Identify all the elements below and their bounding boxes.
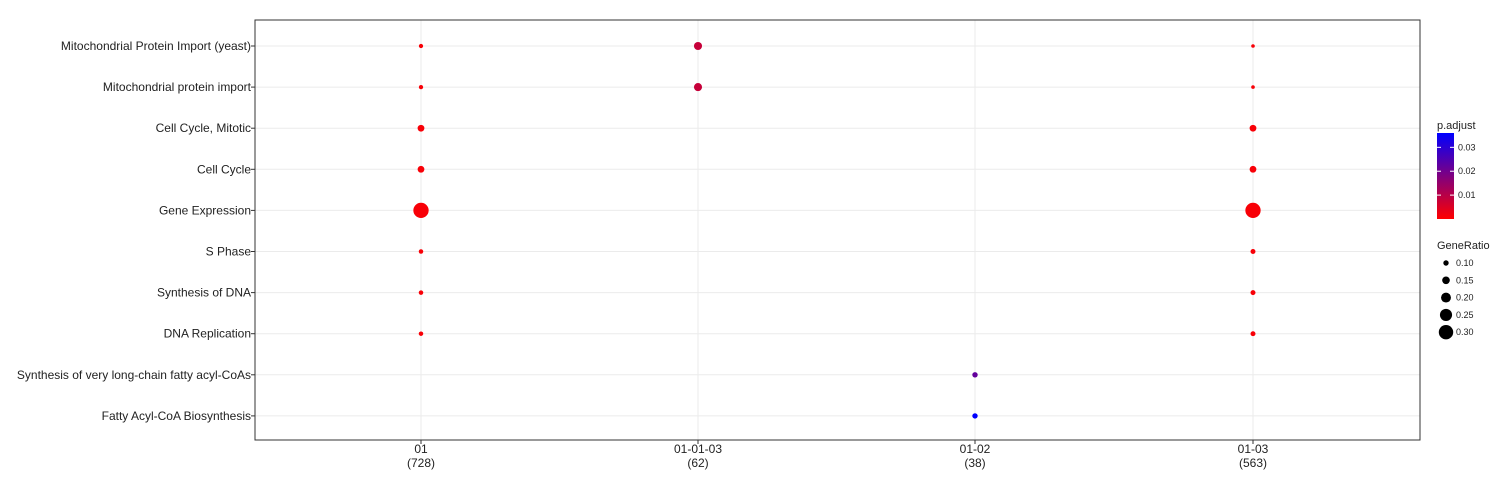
- data-point: [418, 249, 424, 254]
- plot-panel-border: [254, 19, 1421, 441]
- data-point: [418, 290, 424, 295]
- color-legend-bar: [1437, 133, 1454, 219]
- data-points: [413, 41, 1261, 419]
- x-tick-count: (38): [964, 456, 985, 470]
- size-legend-title: GeneRatio: [1437, 240, 1490, 252]
- color-legend-tick-label: 0.02: [1458, 166, 1476, 176]
- y-tick-label: Cell Cycle: [197, 162, 251, 176]
- size-legend-label: 0.15: [1456, 275, 1474, 285]
- size-legend-label: 0.30: [1456, 327, 1474, 337]
- data-point: [418, 331, 424, 336]
- y-axis: Mitochondrial Protein Import (yeast) Mito…: [17, 39, 255, 423]
- data-point: [1250, 331, 1256, 337]
- data-point: [972, 413, 978, 419]
- data-point: [413, 202, 429, 219]
- size-legend-dot: [1442, 276, 1450, 285]
- x-tick-label: 01-01-03: [674, 442, 722, 456]
- size-legend-label: 0.10: [1456, 258, 1474, 268]
- data-point: [693, 83, 703, 92]
- data-point: [1250, 249, 1256, 254]
- data-point: [1251, 44, 1255, 48]
- x-tick-label: 01-03: [1238, 442, 1269, 456]
- x-tick-label: 01-02: [960, 442, 991, 456]
- color-legend-title: p.adjust: [1437, 120, 1476, 132]
- data-point: [417, 165, 425, 173]
- data-point: [1249, 165, 1257, 173]
- y-tick-label: Synthesis of DNA: [157, 286, 251, 300]
- x-tick-count: (563): [1239, 456, 1267, 470]
- data-point: [1249, 124, 1257, 132]
- x-tick-count: (728): [407, 456, 435, 470]
- data-point: [1251, 85, 1255, 89]
- data-point: [417, 124, 425, 132]
- x-tick-count: (62): [687, 456, 708, 470]
- size-legend: GeneRatio 0.10 0.15 0.20 0.25 0.30: [1437, 240, 1490, 340]
- data-point: [972, 372, 978, 378]
- size-legend-dot: [1438, 325, 1454, 340]
- x-axis: 01(728) 01-01-03(62) 01-02(38) 01-03(563): [407, 440, 1269, 470]
- color-legend-tick-label: 0.01: [1458, 190, 1476, 200]
- size-legend-dot: [1439, 308, 1453, 321]
- size-legend-dot: [1441, 292, 1451, 303]
- grid-lines: [255, 20, 1420, 440]
- y-tick-label: Synthesis of very long-chain fatty acyl-…: [17, 368, 251, 382]
- data-point: [693, 41, 703, 51]
- x-tick-label: 01: [414, 442, 428, 456]
- data-point: [418, 84, 424, 90]
- y-tick-label: Mitochondrial Protein Import (yeast): [61, 39, 251, 53]
- y-tick-label: Cell Cycle, Mitotic: [156, 121, 251, 135]
- color-legend: p.adjust 0.01 0.02 0.03: [1437, 120, 1476, 219]
- color-legend-tick-label: 0.03: [1458, 142, 1476, 152]
- y-tick-label: Gene Expression: [159, 203, 251, 217]
- size-legend-label: 0.25: [1456, 310, 1474, 320]
- y-tick-label: Fatty Acyl-CoA Biosynthesis: [102, 409, 251, 423]
- size-legend-dot: [1443, 260, 1449, 266]
- data-point: [1245, 202, 1261, 219]
- y-tick-label: DNA Replication: [164, 327, 251, 341]
- y-tick-label: S Phase: [206, 245, 252, 259]
- size-legend-label: 0.20: [1456, 293, 1474, 303]
- data-point: [1250, 290, 1256, 296]
- y-tick-label: Mitochondrial protein import: [103, 80, 252, 94]
- data-point: [418, 43, 424, 49]
